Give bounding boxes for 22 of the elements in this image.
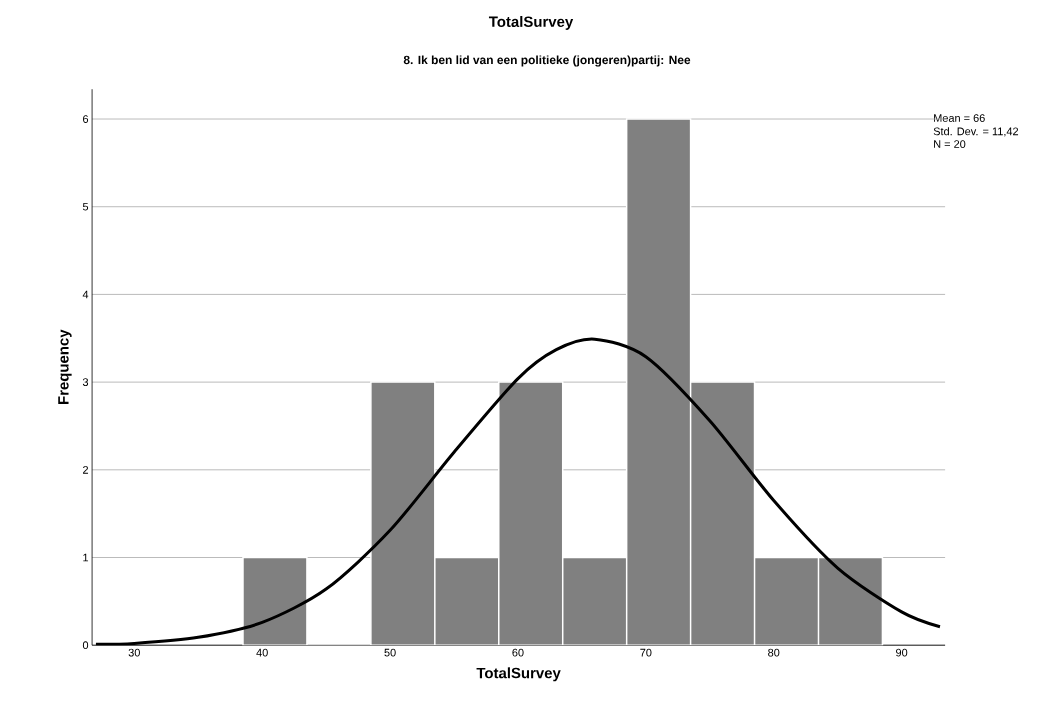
chart-subtitle: 8. Ik ben lid van een politieke (jongeren)partij: Nee [403, 55, 691, 67]
y-tick-label: 1 [83, 553, 89, 562]
annotation: Std. Dev. = 11,42 [933, 127, 1019, 137]
annotation: N = 20 [934, 140, 966, 148]
x-tick-label: 40 [256, 648, 268, 657]
y-tick-label: 3 [82, 378, 89, 386]
x-axis-title: TotalSurvey [476, 667, 561, 682]
y-tick-label: 2 [83, 466, 89, 474]
x-tick-label: 50 [384, 648, 396, 657]
x-tick-label: 90 [896, 648, 908, 657]
chart-title: TotalSurvey [488, 16, 574, 30]
line-series [94, 337, 942, 646]
y-tick-label: 4 [82, 290, 89, 299]
x-tick-label: 60 [512, 648, 524, 657]
x-tick-label: 30 [128, 648, 140, 657]
x-tick-label: 80 [768, 648, 780, 657]
y-tick-label: 6 [83, 115, 89, 123]
x-tick-label: 70 [640, 648, 652, 657]
annotation: Mean = 66 [934, 114, 985, 122]
y-tick-label: 0 [82, 641, 89, 650]
y-tick-label: 5 [82, 202, 89, 211]
y-axis-title: Frequency [58, 329, 72, 404]
